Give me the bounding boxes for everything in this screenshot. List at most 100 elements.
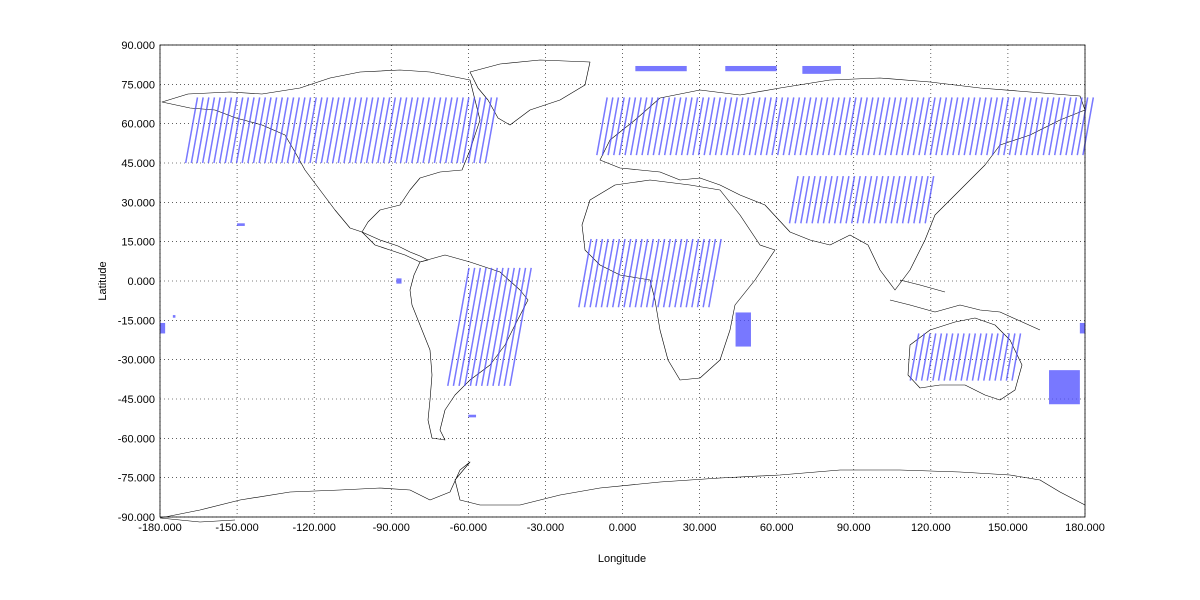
coverage-track <box>497 267 521 387</box>
coastline-australia <box>907 317 1023 401</box>
coverage-track <box>901 97 914 156</box>
coverage-track <box>913 175 924 224</box>
coverage-track <box>994 333 1005 381</box>
coverage-track <box>771 97 784 156</box>
coverage-track <box>668 238 683 308</box>
coverage-track <box>657 238 671 308</box>
coverage-track <box>999 333 1010 381</box>
coverage-track <box>235 97 250 164</box>
coverage-track <box>596 97 608 156</box>
coverage-track <box>433 97 447 164</box>
coverage-swaths <box>160 65 1095 418</box>
coverage-track <box>634 238 649 308</box>
coastline-central-america <box>361 231 429 263</box>
y-tick-label: 0.000 <box>127 276 155 288</box>
coverage-track <box>651 238 666 308</box>
coverage-track <box>856 175 867 224</box>
x-tick-label: 180.000 <box>1065 522 1105 534</box>
coverage-track <box>281 97 295 164</box>
coverage-track <box>1020 97 1032 156</box>
coverage-region <box>909 333 1022 381</box>
coverage-track <box>377 97 391 164</box>
coverage-track <box>458 267 482 387</box>
coverage-track <box>461 97 476 164</box>
coverage-spot <box>735 312 751 347</box>
coverage-track <box>303 97 317 164</box>
coverage-spot <box>237 223 245 226</box>
coverage-track <box>980 97 993 156</box>
coverage-track <box>1014 97 1027 156</box>
coverage-track <box>918 175 929 224</box>
coverage-track <box>578 238 592 308</box>
coverage-spot <box>802 65 841 74</box>
coverage-track <box>788 97 801 156</box>
coverage-track <box>703 97 716 156</box>
coverage-track <box>873 175 884 224</box>
coverage-track <box>856 97 868 156</box>
coverage-track <box>601 97 614 156</box>
coverage-region <box>596 97 1095 156</box>
coverage-track <box>1076 97 1089 156</box>
coverage-track <box>696 238 711 308</box>
coverage-track <box>658 97 671 156</box>
coverage-track <box>411 97 425 164</box>
x-tick-label: -120.000 <box>292 522 335 534</box>
coverage-spot <box>172 315 176 318</box>
coverage-track <box>439 97 453 164</box>
coverage-track <box>617 238 632 308</box>
coverage-track <box>360 97 374 164</box>
coverage-spot <box>160 322 166 334</box>
coverage-track <box>1042 97 1055 156</box>
coverage-track <box>988 333 999 381</box>
coverage-track <box>484 97 498 164</box>
coverage-track <box>480 267 504 387</box>
coverage-track <box>800 175 811 224</box>
coverage-track <box>776 97 789 156</box>
coverage-track <box>1011 333 1022 381</box>
coverage-track <box>394 97 408 164</box>
coverage-track <box>828 175 839 224</box>
coverage-track <box>207 97 221 164</box>
coverage-track <box>896 175 907 224</box>
coverage-track <box>850 175 861 224</box>
coverage-track <box>878 97 891 156</box>
x-tick-label: -90.000 <box>373 522 410 534</box>
coverage-track <box>833 97 846 156</box>
coverage-track <box>624 97 637 156</box>
coverage-spot <box>635 65 687 72</box>
coverage-track <box>190 97 204 164</box>
coverage-track <box>606 238 621 308</box>
coverage-track <box>793 97 806 156</box>
coverage-track <box>416 97 430 164</box>
x-tick-label: 60.000 <box>760 522 794 534</box>
coverage-region <box>578 238 722 308</box>
coverage-track <box>645 238 660 308</box>
coverage-track <box>583 238 598 308</box>
coverage-track <box>628 238 643 308</box>
y-tick-label: 75.000 <box>121 79 155 91</box>
coverage-track <box>365 97 380 164</box>
coverage-track <box>748 97 761 156</box>
coverage-track <box>907 175 918 224</box>
coverage-track <box>286 97 300 164</box>
coastline-africa <box>581 179 776 381</box>
coverage-track <box>258 97 272 164</box>
coverage-track <box>428 97 442 164</box>
coverage-track <box>646 97 659 156</box>
coverage-spot <box>468 414 477 418</box>
coverage-track <box>794 175 805 224</box>
coverage-track <box>1053 97 1066 156</box>
y-tick-label: 15.000 <box>121 237 155 249</box>
coverage-track <box>503 267 527 387</box>
coverage-track <box>890 97 902 156</box>
coverage-track <box>805 97 818 156</box>
coverage-track <box>252 97 267 164</box>
x-axis-label: Longitude <box>598 553 646 565</box>
coverage-track <box>314 97 329 164</box>
coverage-track <box>467 97 481 164</box>
coverage-track <box>709 97 721 156</box>
coverage-track <box>241 97 255 164</box>
coverage-track <box>675 97 688 156</box>
coverage-track <box>399 97 414 164</box>
